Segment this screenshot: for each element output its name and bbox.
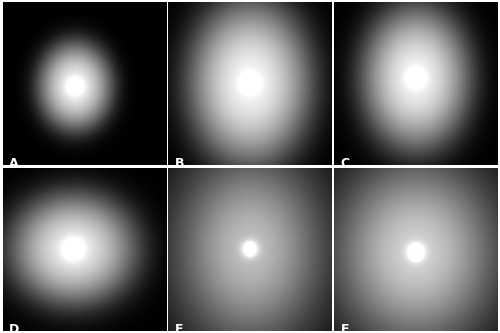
Text: D: D <box>9 323 20 333</box>
Text: E: E <box>175 323 184 333</box>
Text: B: B <box>175 157 184 170</box>
Text: F: F <box>340 323 349 333</box>
Text: A: A <box>9 157 18 170</box>
Text: C: C <box>340 157 350 170</box>
